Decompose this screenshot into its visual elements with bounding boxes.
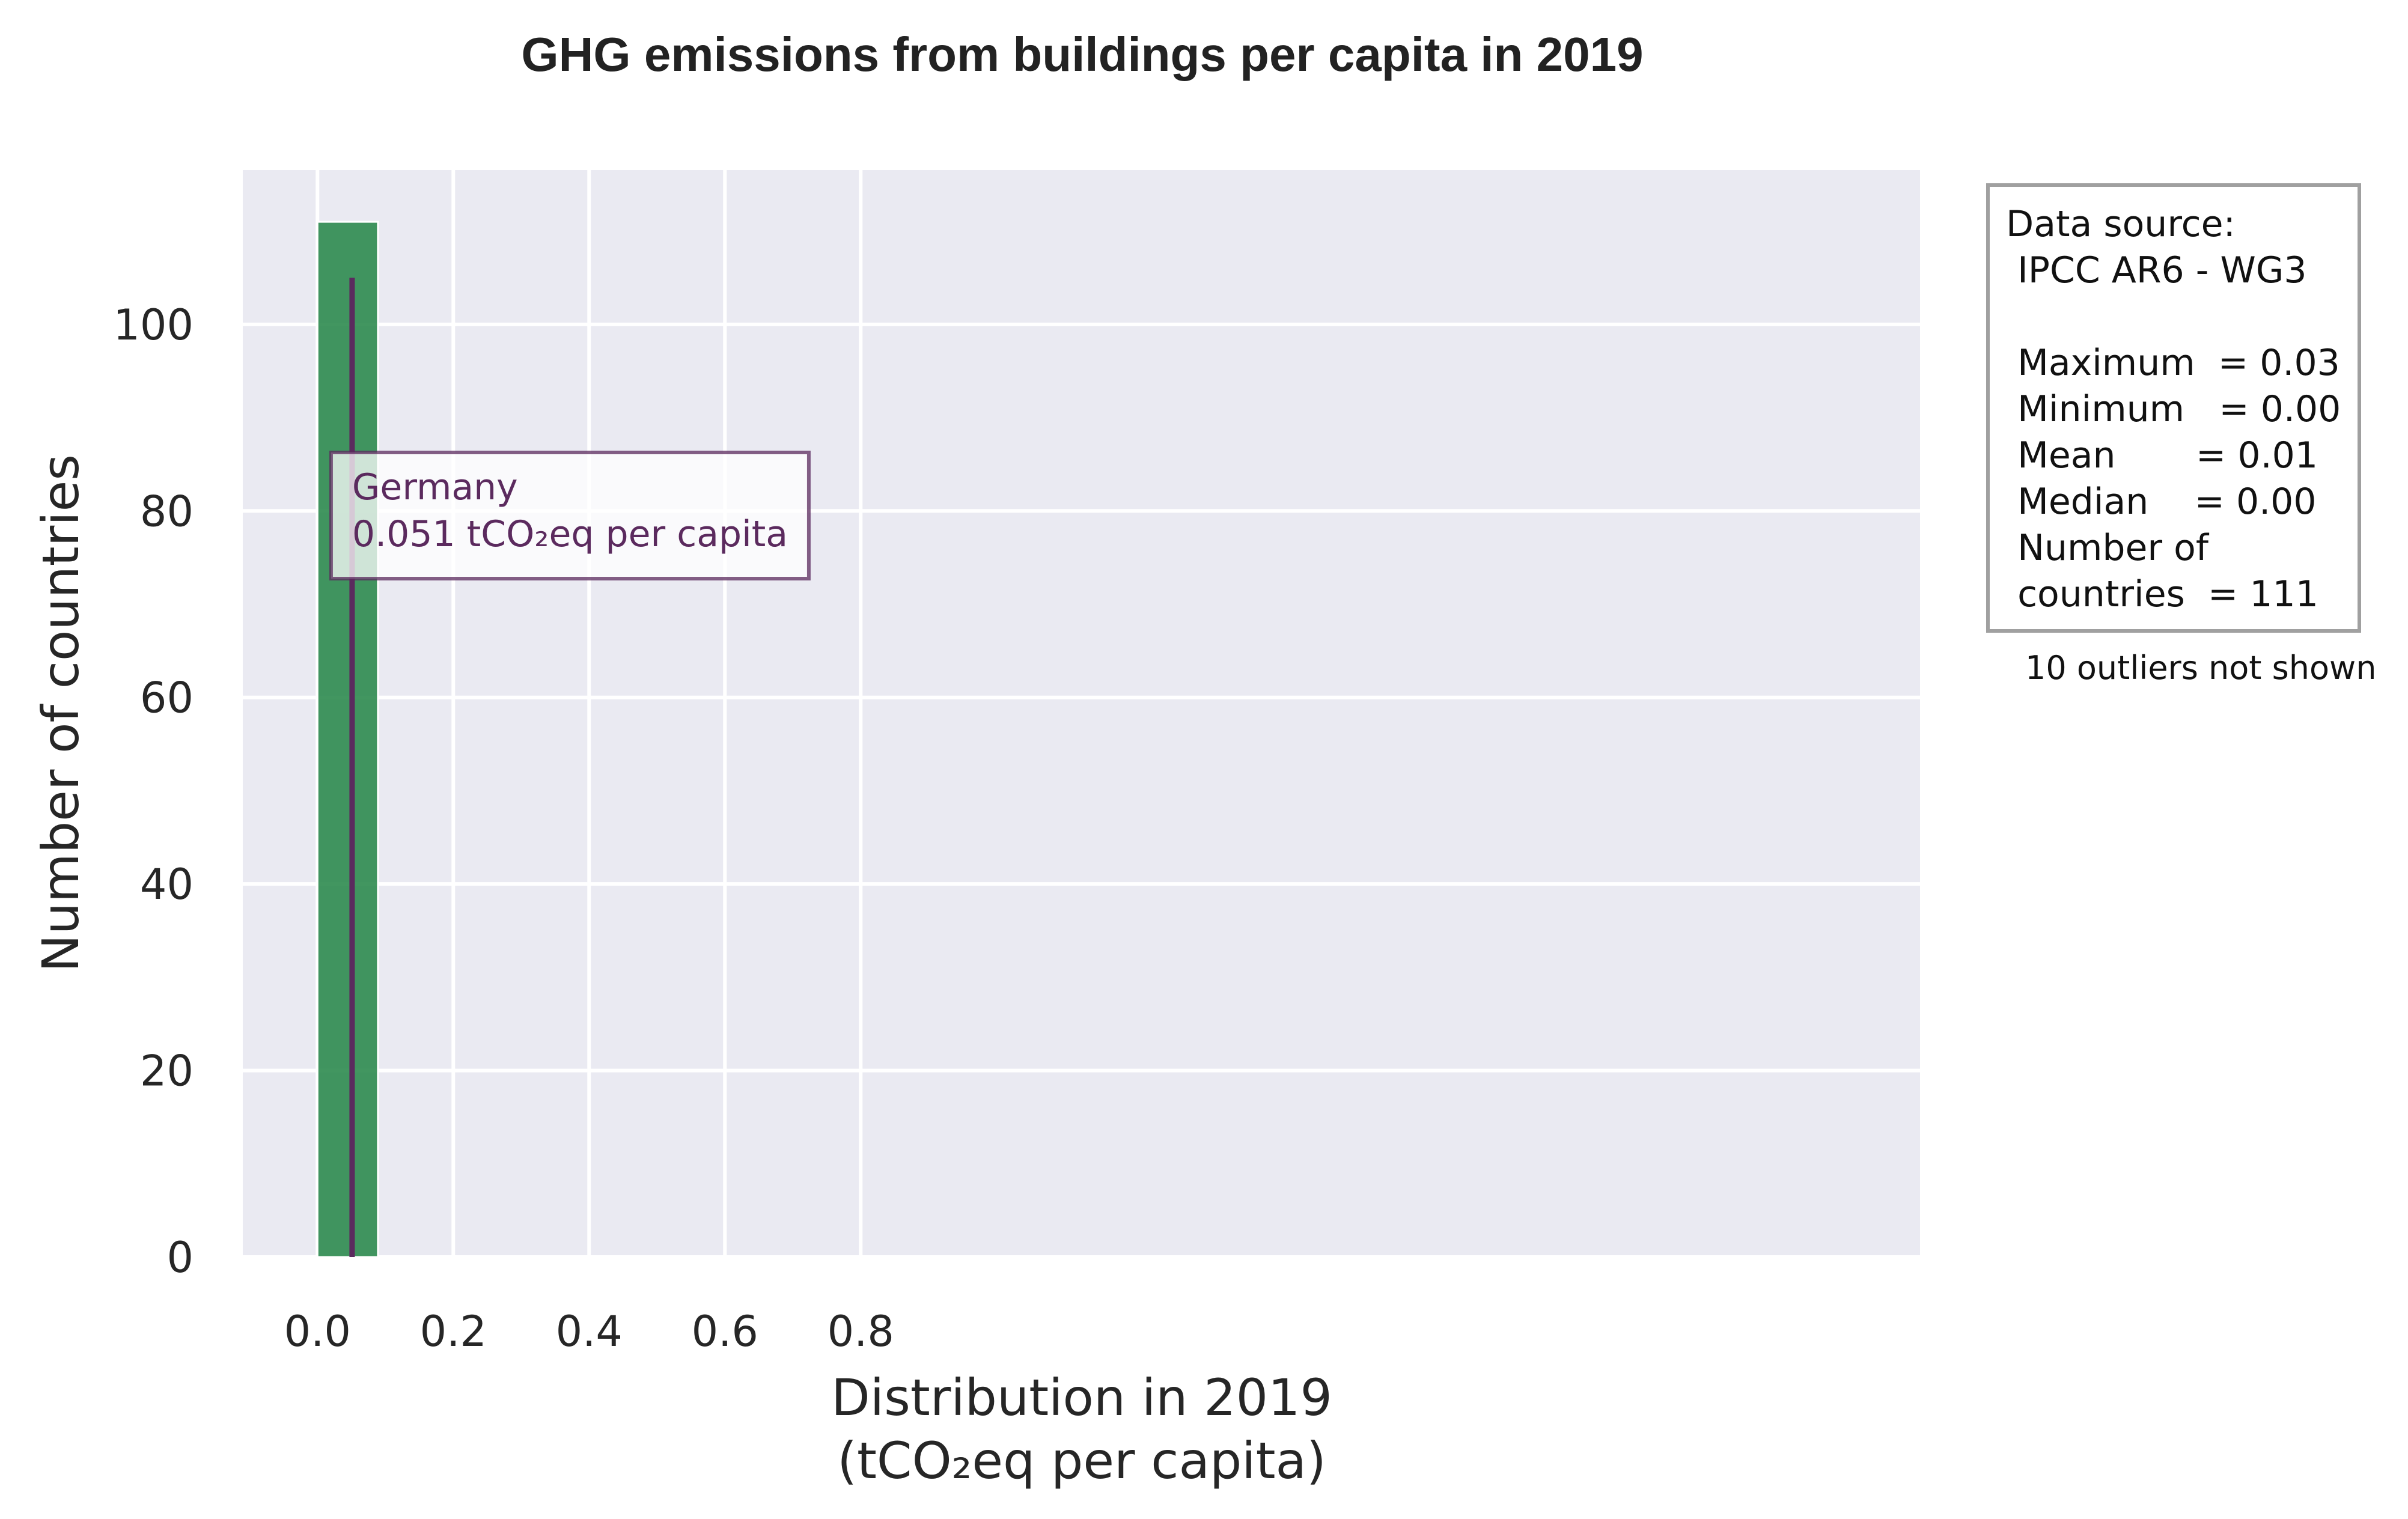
info-line: Data source: <box>2006 203 2236 245</box>
y-axis-ticks: 0 20 40 60 80 100 <box>113 300 194 1282</box>
x-tick-label: 0.0 <box>284 1307 351 1356</box>
histogram-bars <box>316 221 379 1258</box>
y-tick-label: 40 <box>140 860 194 909</box>
y-tick-label: 100 <box>113 300 194 350</box>
info-line: Mean = 0.01 <box>2006 434 2318 476</box>
info-line: Maximum = 0.03 <box>2006 342 2340 384</box>
x-tick-label: 0.2 <box>420 1307 487 1356</box>
info-line: IPCC AR6 - WG3 <box>2006 249 2307 291</box>
info-line: Median = 0.00 <box>2006 481 2317 523</box>
x-tick-label: 0.4 <box>556 1307 623 1356</box>
y-tick-label: 20 <box>140 1047 194 1096</box>
annotation-box <box>329 451 811 580</box>
x-tick-label: 0.6 <box>692 1307 758 1356</box>
y-tick-label: 60 <box>140 674 194 723</box>
chart-title: GHG emissions from buildings per capita … <box>521 28 1643 81</box>
x-tick-label: 0.8 <box>828 1307 894 1356</box>
x-axis-label-line2: (tCO₂eq per capita) <box>837 1431 1326 1490</box>
info-line: Minimum = 0.00 <box>2006 388 2341 430</box>
annotation-country: Germany <box>352 466 518 508</box>
info-box-text: Data source: IPCC AR6 - WG3 Maximum = 0.… <box>2006 203 2341 615</box>
annotation-value: 0.051 tCO₂eq per capita <box>352 513 788 555</box>
plot-area <box>243 170 1920 1257</box>
info-line: Number of <box>2006 527 2210 569</box>
country-marker: Germany 0.051 tCO₂eq per capita <box>329 278 811 1257</box>
y-axis-label: Number of countries <box>31 454 90 972</box>
y-tick-label: 80 <box>140 487 194 536</box>
y-tick-label: 0 <box>166 1233 194 1282</box>
x-axis-ticks: 0.0 0.2 0.4 0.6 0.8 <box>284 1307 894 1356</box>
histogram-bar <box>316 221 379 1258</box>
info-box <box>1986 183 2361 633</box>
info-line: countries = 111 <box>2006 573 2318 615</box>
x-axis-label-line1: Distribution in 2019 <box>831 1368 1332 1427</box>
outliers-note: 10 outliers not shown <box>2025 649 2376 687</box>
